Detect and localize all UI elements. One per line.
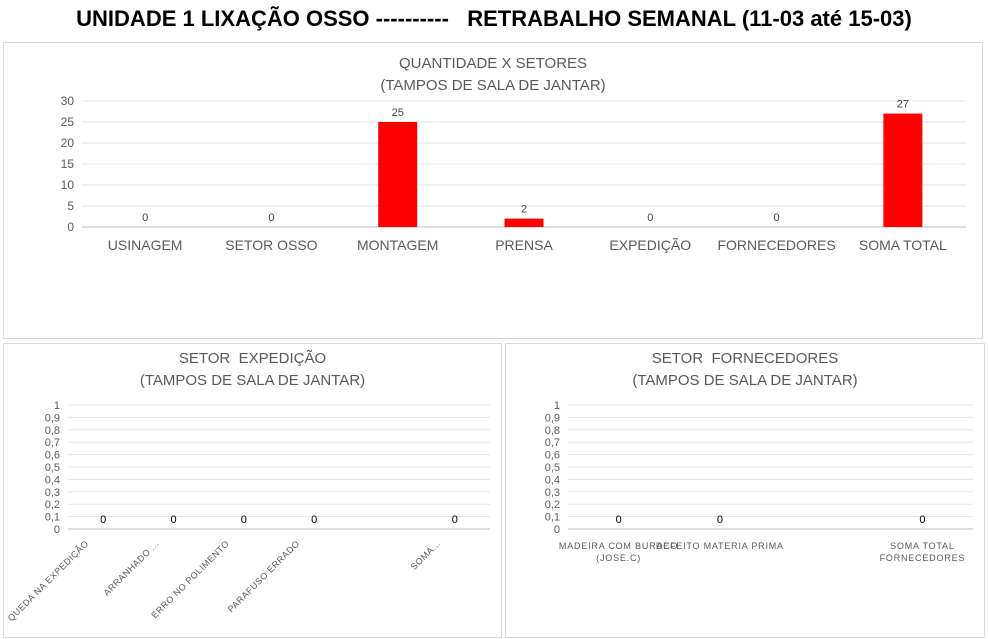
data-label: 0	[311, 514, 317, 526]
chart-title-block: QUANTIDADE X SETORES (TAMPOS DE SALA DE …	[4, 53, 982, 97]
y-tick-label: 0	[67, 220, 74, 234]
chart-title-block: SETOR FORNECEDORES (TAMPOS DE SALA DE JA…	[506, 348, 984, 392]
y-tick-label: 0,9	[545, 412, 560, 424]
y-tick-label: 0,5	[45, 462, 60, 474]
y-tick-label: 0,8	[545, 425, 560, 437]
x-tick-label: ARRANHADO ...	[102, 538, 161, 597]
y-tick-label: 0,3	[45, 487, 60, 499]
x-tick-label: MADEIRA COM BURACO	[559, 541, 678, 551]
y-tick-label: 0,7	[545, 437, 560, 449]
y-tick-label: 10	[61, 178, 75, 192]
x-tick-label: PARAFUSO ERRADO	[226, 538, 302, 614]
y-tick-label: 25	[61, 115, 75, 129]
bar	[883, 113, 923, 227]
data-label: 0	[452, 514, 458, 526]
y-tick-label: 0,5	[545, 462, 560, 474]
chart-setor-expedicao: SETOR EXPEDIÇÃO (TAMPOS DE SALA DE JANTA…	[3, 343, 502, 638]
y-tick-label: 0	[554, 524, 560, 536]
chart-title: SETOR FORNECEDORES	[651, 350, 839, 367]
chart-subtitle: (TAMPOS DE SALA DE JANTAR)	[380, 77, 606, 94]
y-tick-label: 5	[67, 199, 74, 213]
data-label: 0	[774, 212, 780, 224]
y-tick-label: 0,3	[545, 487, 560, 499]
y-tick-label: 0,4	[545, 474, 560, 486]
data-label: 25	[392, 107, 404, 119]
y-tick-label: 0,1	[45, 512, 60, 524]
data-label: 0	[268, 212, 274, 224]
x-tick-label: SOMA TOTAL	[859, 237, 947, 253]
chart-title: QUANTIDADE X SETORES	[398, 55, 588, 72]
data-label: 0	[142, 212, 148, 224]
data-label: 0	[919, 514, 925, 526]
x-tick-label: PRENSA	[495, 237, 553, 253]
chart-quantidade-setores: QUANTIDADE X SETORES (TAMPOS DE SALA DE …	[3, 42, 983, 339]
data-label: 0	[717, 514, 723, 526]
y-tick-label: 0,7	[45, 437, 60, 449]
x-tick-label: MONTAGEM	[357, 237, 438, 253]
x-tick-label: USINAGEM	[108, 237, 183, 253]
data-label: 2	[521, 204, 527, 216]
x-tick-label: ERRO NO POLIMENTO	[149, 538, 231, 620]
y-tick-label: 0,9	[45, 412, 60, 424]
y-tick-label: 1	[54, 400, 60, 412]
x-tick-label: QUEDA NA EXPEDIÇÃO	[6, 538, 91, 623]
y-tick-label: 0	[54, 524, 60, 536]
x-tick-label: FORNECEDORES	[717, 237, 835, 253]
y-tick-label: 0,2	[45, 499, 60, 511]
y-tick-label: 15	[61, 157, 75, 171]
chart-subtitle: (TAMPOS DE SALA DE JANTAR)	[139, 372, 366, 389]
x-tick-label: SOMA TOTAL	[890, 541, 955, 551]
data-label: 0	[241, 514, 247, 526]
y-tick-label: 0,2	[545, 499, 560, 511]
bar	[378, 122, 418, 227]
chart-subtitle: (TAMPOS DE SALA DE JANTAR)	[632, 372, 858, 389]
y-tick-label: 0,6	[45, 450, 60, 462]
y-tick-label: 1	[554, 400, 560, 412]
data-label: 27	[897, 99, 909, 111]
x-tick-label: SETOR OSSO	[225, 237, 317, 253]
x-tick-label: (JOSE.C)	[596, 553, 641, 563]
y-tick-label: 30	[61, 94, 75, 108]
x-tick-label: DEFEITO MATERIA PRIMA	[656, 541, 784, 551]
chart-setor-fornecedores: SETOR FORNECEDORES (TAMPOS DE SALA DE JA…	[505, 343, 985, 638]
x-tick-label: SOMA...	[409, 538, 443, 572]
page-title: UNIDADE 1 LIXAÇÃO OSSO ---------- RETRAB…	[76, 6, 912, 31]
x-tick-label: EXPEDIÇÃO	[609, 237, 691, 253]
data-label: 0	[100, 514, 106, 526]
y-tick-label: 0,4	[45, 474, 60, 486]
y-tick-label: 0,1	[545, 512, 560, 524]
bar	[504, 218, 544, 227]
data-label: 0	[647, 212, 653, 224]
y-tick-label: 20	[61, 136, 75, 150]
data-label: 0	[170, 514, 176, 526]
x-tick-label: FORNECEDORES	[880, 553, 966, 563]
chart-title-block: SETOR EXPEDIÇÃO (TAMPOS DE SALA DE JANTA…	[4, 348, 501, 392]
chart-title: SETOR EXPEDIÇÃO	[178, 350, 327, 367]
y-tick-label: 0,6	[545, 450, 560, 462]
data-label: 0	[616, 514, 622, 526]
y-tick-label: 0,8	[45, 425, 60, 437]
